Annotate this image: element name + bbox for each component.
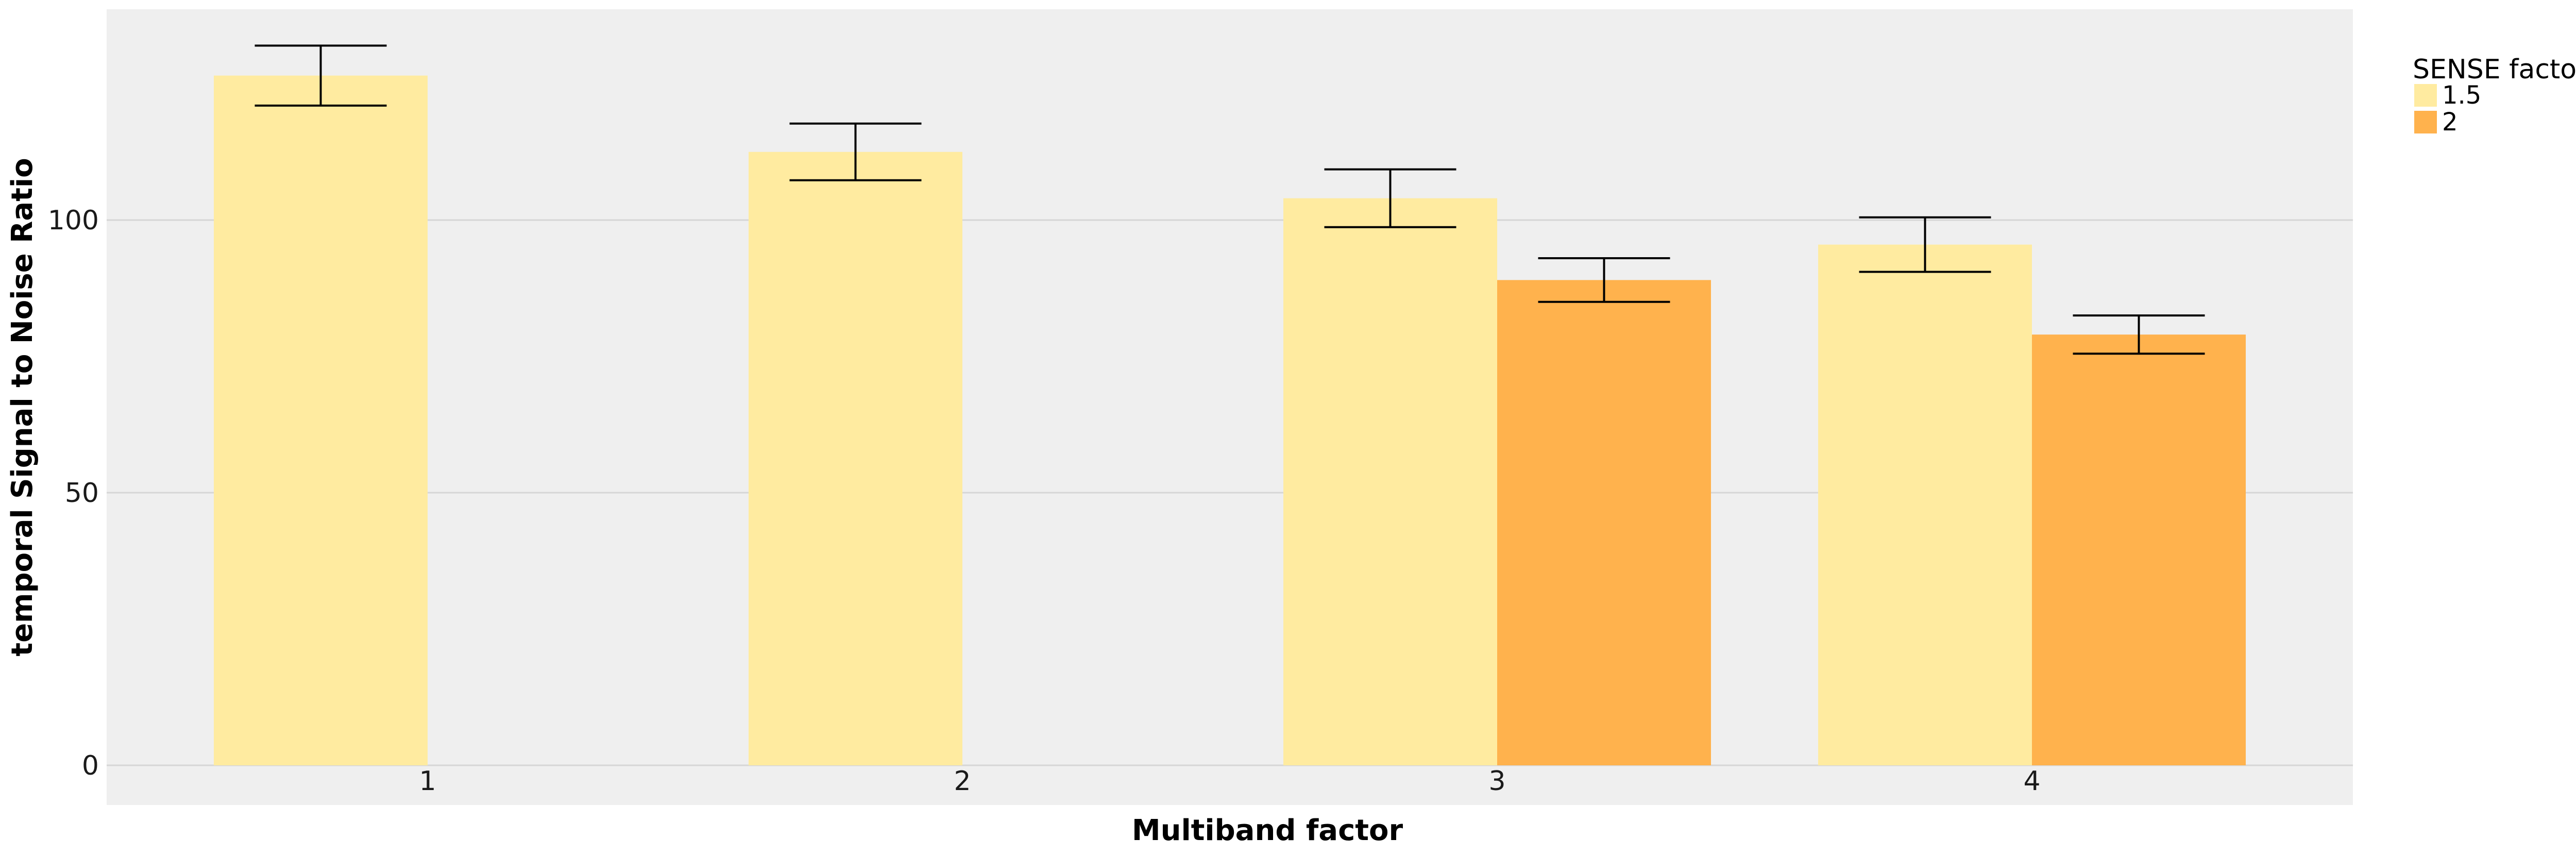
bar-1.5-3	[1283, 198, 1497, 766]
y-tick-label: 0	[82, 750, 99, 781]
y-axis-title: temporal Signal to Noise Ratio	[6, 158, 39, 656]
bar-1.5-1	[214, 75, 428, 765]
bar-1.5-4	[1818, 244, 2032, 765]
bar-2-4	[2032, 334, 2246, 765]
x-tick-labels: 1 2 3 4	[419, 766, 2040, 797]
bars	[214, 75, 2246, 766]
x-tick-label: 1	[419, 766, 436, 797]
error-bars	[255, 44, 2205, 355]
legend-swatch	[2414, 84, 2437, 107]
x-tick-label: 3	[1488, 766, 1505, 797]
y-tick-label: 100	[48, 205, 99, 236]
x-tick-label: 2	[954, 766, 971, 797]
legend-title: SENSE factor	[2413, 54, 2576, 85]
y-tick-labels: 0 50 100	[48, 205, 99, 781]
legend-label: 1.5	[2442, 81, 2481, 110]
y-tick-label: 50	[65, 478, 99, 509]
legend: SENSE factor 1.52	[2413, 54, 2576, 137]
bar-1.5-2	[749, 152, 962, 765]
bar-2-3	[1497, 280, 1711, 765]
x-axis-title: Multiband factor	[1132, 814, 1403, 847]
x-tick-label: 4	[2023, 766, 2040, 797]
legend-swatch	[2414, 111, 2437, 133]
legend-label: 2	[2442, 108, 2458, 137]
